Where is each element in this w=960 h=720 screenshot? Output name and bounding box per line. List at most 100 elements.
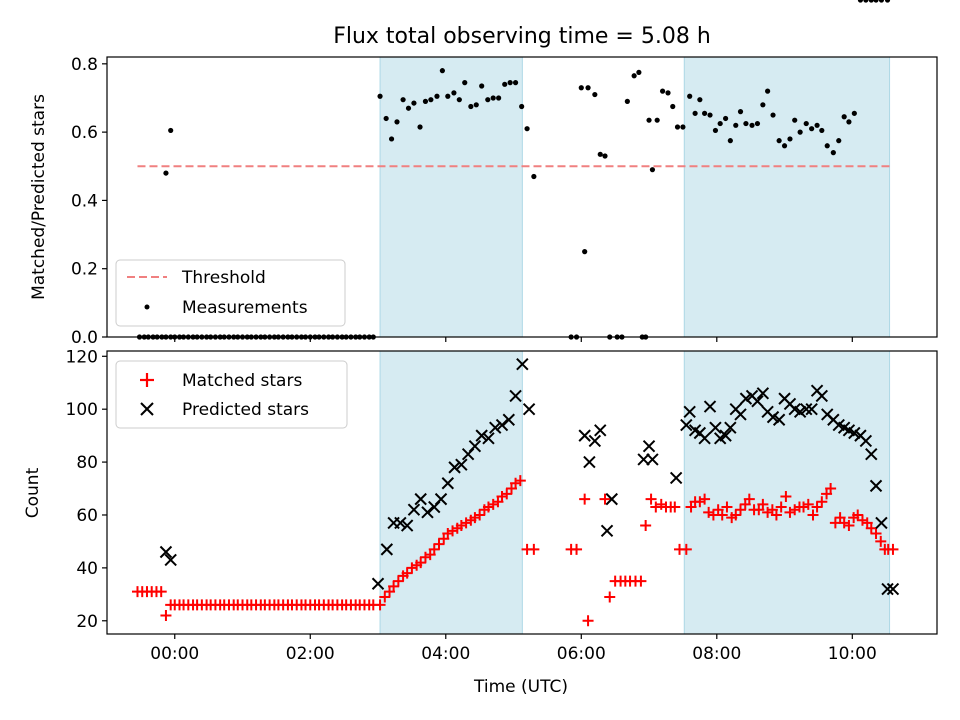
top-legend-box (115, 259, 346, 327)
bottom-y-tick-label: 100 (66, 400, 98, 420)
bottom-y-tick-label: 60 (76, 506, 98, 526)
predicted-star-point (441, 477, 455, 490)
predicted-star-point (407, 503, 421, 516)
bottom-x-tick-label: 06:00 (557, 644, 606, 664)
matched-star-point (780, 490, 792, 502)
measurement-point (531, 173, 537, 180)
predicted-star-point (380, 543, 394, 556)
matched-star-point (442, 527, 454, 539)
predicted-star-point (421, 506, 434, 519)
matched-star-point (514, 475, 526, 487)
bottom-legend-box (115, 360, 348, 429)
predicted-star-point (886, 582, 900, 596)
bottom-y-tick-label: 40 (76, 559, 98, 579)
measurement-point (765, 88, 771, 94)
matched-star-point (447, 525, 459, 537)
measurement-point (787, 136, 793, 142)
measurement-point (770, 112, 776, 118)
legend-predicted-label: Predicted stars (182, 400, 309, 420)
matched-star-point (762, 506, 774, 518)
measurement-point (519, 103, 525, 110)
matched-star-point (789, 504, 801, 516)
measurement-point (873, 0, 879, 3)
measurement-point (654, 117, 660, 123)
matched-star-point (428, 543, 440, 555)
bottom-x-tick-label: 08:00 (692, 644, 741, 664)
predicted-star-point (772, 413, 786, 426)
measurement-point (797, 129, 803, 135)
predicted-star-point (600, 524, 614, 538)
measurement-point (803, 120, 809, 127)
chart-title: Flux total observing time = 5.08 h (333, 24, 711, 49)
measurement-point (687, 93, 693, 99)
bottom-shaded-period (683, 350, 891, 635)
matched-star-point (379, 591, 391, 603)
measurement-point (597, 151, 603, 157)
matched-star-point (887, 543, 899, 555)
predicted-star-point (468, 440, 482, 453)
predicted-star-point (400, 519, 414, 532)
matched-star-point (694, 496, 706, 508)
bottom-x-tick-label: 04:00 (421, 644, 470, 664)
predicted-star-point (865, 447, 878, 461)
predicted-star-point (605, 492, 618, 506)
measurement-point (707, 112, 713, 118)
matched-star-point (743, 493, 755, 505)
measurement-point (717, 120, 723, 127)
matched-star-point (825, 483, 837, 495)
bottom-x-tick-label: 10:00 (828, 644, 877, 664)
matched-star-point (650, 501, 662, 513)
bottom-matched-points (131, 475, 899, 627)
measurement-point (692, 110, 698, 116)
measurement-point (462, 80, 468, 86)
measurement-point (502, 81, 508, 87)
top-y-tick-label: 0.2 (71, 260, 98, 280)
predicted-star-point (475, 429, 488, 442)
measurement-point (512, 80, 519, 86)
measurement-point (646, 117, 652, 123)
matched-star-point (482, 501, 494, 513)
predicted-star-point (164, 553, 177, 567)
top-shaded-period (379, 56, 523, 338)
matched-star-point (721, 501, 733, 513)
legend-predicted-swatch (140, 402, 154, 416)
measurement-point (760, 102, 766, 108)
measurement-point (836, 138, 842, 144)
matched-star-point (757, 498, 769, 510)
measurement-point (857, 0, 864, 3)
measurement-point (490, 95, 496, 101)
measurement-point (868, 0, 874, 3)
measurement-point (485, 97, 491, 103)
top-plot-frame (106, 56, 938, 338)
measurement-point (451, 90, 457, 96)
matched-star-point (645, 493, 657, 505)
matched-star-point (582, 615, 594, 627)
predicted-star-point (724, 421, 737, 434)
measurement-point (649, 167, 656, 173)
matched-star-point (807, 509, 819, 521)
predicted-star-point (509, 389, 522, 403)
bottom-plot-frame (106, 350, 938, 635)
measurement-point (743, 120, 749, 127)
measurement-point (405, 105, 412, 111)
measurement-point (585, 85, 591, 91)
measurement-point (737, 109, 744, 115)
matched-star-point (775, 501, 787, 513)
measurement-point (422, 98, 429, 104)
predicted-star-point (875, 516, 888, 530)
measurement-point (400, 97, 406, 103)
matched-star-point (655, 498, 667, 510)
measurement-point (723, 115, 729, 122)
matched-star-point (469, 512, 481, 524)
matched-star-point (460, 517, 472, 529)
measurement-point (394, 119, 400, 125)
predicted-star-point (869, 479, 883, 493)
measurement-point (830, 150, 836, 156)
measurement-point (781, 143, 788, 149)
predicted-star-point (414, 492, 427, 506)
top-shaded-period (683, 56, 891, 338)
measurement-point (814, 122, 820, 128)
matched-star-point (699, 493, 711, 505)
matched-star-point (487, 498, 499, 510)
measurement-point (428, 97, 434, 103)
